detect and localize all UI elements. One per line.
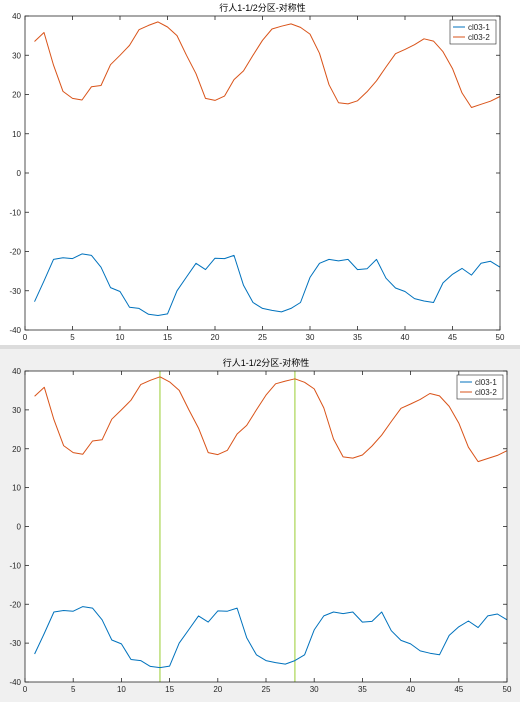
top-y-tick-label: -30 — [9, 287, 21, 296]
top-legend-label-cl03-1: cl03-1 — [468, 23, 490, 32]
bottom-y-tick-label: 30 — [12, 406, 21, 415]
bottom-y-tick-label: -40 — [9, 678, 21, 687]
top-axes-box — [24, 15, 501, 331]
top-x-tick-label: 15 — [163, 333, 172, 342]
top-x-tick-label: 45 — [448, 333, 457, 342]
top-plot-area — [25, 16, 500, 330]
top-legend-label-cl03-2: cl03-2 — [468, 33, 490, 42]
top-x-tick-label: 20 — [211, 333, 220, 342]
bottom-legend-label-cl03-2: cl03-2 — [475, 388, 497, 397]
bottom-x-tick-label: 0 — [23, 685, 28, 694]
panel-divider — [0, 345, 520, 349]
top-figure-panel: 行人1-1/2分区-对称性 0 5 10 15 20 25 30 35 40 45 50 -40 -30 -… — [0, 0, 520, 345]
top-y-tick-label: 40 — [12, 12, 21, 21]
bottom-y-tick-label: 10 — [12, 484, 21, 493]
top-y-tick-label: 30 — [12, 51, 21, 60]
top-x-tick-label: 0 — [23, 333, 28, 342]
top-y-tick-label: -20 — [9, 248, 21, 257]
top-y-tick-label: 0 — [17, 169, 22, 178]
top-x-tick-label: 50 — [496, 333, 505, 342]
top-line-chart: 行人1-1/2分区-对称性 0 5 10 15 20 25 30 35 40 45 50 -40 -30 -… — [9, 2, 505, 342]
top-x-tick-label: 25 — [258, 333, 267, 342]
bottom-series-line-cl03-1 — [34, 606, 508, 669]
top-chart-title: 行人1-1/2分区-对称性 — [219, 2, 306, 13]
bottom-legend-box — [456, 374, 504, 400]
top-series-line-cl03-2 — [34, 21, 501, 108]
top-y-tick-label: 20 — [12, 91, 21, 100]
bottom-series-line-cl03-2 — [34, 376, 508, 463]
top-y-tick-label: -10 — [9, 208, 21, 217]
bottom-y-tick-label: 0 — [17, 523, 22, 532]
top-x-tick-label: 10 — [116, 333, 125, 342]
bottom-chart-title: 行人1-1/2分区-对称性 — [223, 357, 310, 368]
bottom-y-tick-label: -20 — [9, 600, 21, 609]
bottom-x-tick-label: 50 — [503, 685, 512, 694]
bottom-x-tick-label: 15 — [165, 685, 174, 694]
top-legend-box — [449, 19, 497, 45]
bottom-line-chart: 行人1-1/2分区-对称性 0 5 10 15 20 25 30 35 40 45 50 -40 -30 -… — [9, 357, 512, 694]
top-series-line-cl03-1 — [34, 253, 501, 316]
top-y-tick-label: -40 — [9, 326, 21, 335]
bottom-x-tick-label: 35 — [358, 685, 367, 694]
bottom-x-tick-label: 30 — [310, 685, 319, 694]
top-x-tick-label: 35 — [353, 333, 362, 342]
bottom-y-tick-label: 40 — [12, 367, 21, 376]
bottom-x-tick-label: 5 — [71, 685, 76, 694]
bottom-legend-label-cl03-1: cl03-1 — [475, 378, 497, 387]
bottom-x-tick-label: 20 — [213, 685, 222, 694]
bottom-x-tick-label: 10 — [117, 685, 126, 694]
bottom-plot-area — [25, 371, 507, 682]
bottom-y-tick-label: -30 — [9, 639, 21, 648]
top-y-tick-label: 10 — [12, 130, 21, 139]
bottom-x-tick-label: 25 — [262, 685, 271, 694]
bottom-axes-box — [24, 370, 508, 683]
bottom-figure-panel: 行人1-1/2分区-对称性 0 5 10 15 20 25 30 35 40 45 50 -40 -30 -… — [0, 349, 520, 702]
bottom-x-tick-label: 40 — [406, 685, 415, 694]
bottom-x-tick-label: 45 — [454, 685, 463, 694]
top-x-tick-label: 30 — [306, 333, 315, 342]
bottom-y-tick-label: -10 — [9, 561, 21, 570]
top-x-tick-label: 40 — [401, 333, 410, 342]
top-x-tick-label: 5 — [70, 333, 75, 342]
bottom-y-tick-label: 20 — [12, 445, 21, 454]
